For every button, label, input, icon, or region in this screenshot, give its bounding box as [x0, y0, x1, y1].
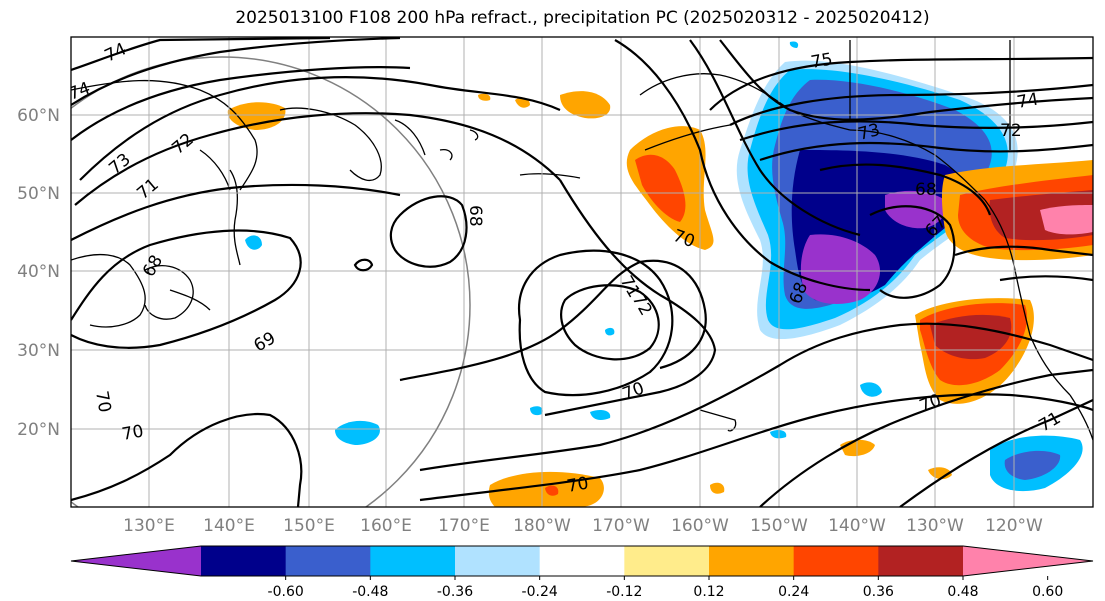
lon-label: 120°W	[985, 516, 1043, 536]
coastlines	[71, 40, 1093, 441]
lon-label: 140°E	[203, 516, 255, 536]
lon-label: 180°W	[513, 516, 571, 536]
lat-label: 40°N	[17, 262, 60, 282]
lon-label: 150°W	[750, 516, 808, 536]
plot-frame	[70, 36, 1094, 508]
lon-label: 170°E	[438, 516, 490, 536]
latitude-labels: 60°N 50°N 40°N 30°N 20°N	[17, 106, 60, 440]
precipitation-fill	[227, 41, 1093, 507]
colorbar-tick-label: 0.36	[863, 584, 894, 600]
lat-label: 60°N	[17, 106, 60, 126]
colorbar-segment	[709, 546, 795, 576]
colorbar-extend-low	[71, 546, 201, 576]
contour-label: 74	[1015, 89, 1040, 112]
colorbar-outline	[70, 545, 1094, 577]
contour-label: 74	[66, 79, 93, 105]
colorbar-tick-label: -0.24	[522, 584, 558, 600]
colorbar-segment	[455, 546, 541, 576]
colorbar-segment	[201, 546, 287, 576]
colorbar: -0.60 -0.48 -0.36 -0.24 -0.12 0.12 0.24 0.36 0.4…	[70, 545, 1094, 600]
lon-label: 170°W	[592, 516, 650, 536]
contour-label: 75	[809, 49, 834, 72]
colorbar-segment	[793, 546, 879, 576]
colorbar-tick-label: 0.60	[1032, 584, 1063, 600]
longitude-labels: 130°E 140°E 150°E 160°E 170°E 180°W 170°…	[123, 516, 1043, 536]
colorbar-tick-label: -0.12	[606, 584, 642, 600]
lon-label: 150°E	[283, 516, 335, 536]
lat-label: 30°N	[17, 341, 60, 361]
colorbar-tick-label: 0.12	[693, 584, 724, 600]
colorbar-segment	[539, 546, 625, 576]
lon-label: 160°E	[360, 516, 412, 536]
refractivity-contours	[71, 37, 1093, 507]
colorbar-segment	[624, 546, 710, 576]
lat-label: 20°N	[17, 420, 60, 440]
colorbar-segment	[285, 546, 371, 576]
lon-label: 140°W	[828, 516, 886, 536]
lon-label: 130°W	[906, 516, 964, 536]
gridlines	[71, 37, 1093, 507]
colorbar-tick-label: 0.48	[947, 584, 978, 600]
range-circle	[71, 56, 471, 507]
colorbar-tick-label: -0.36	[437, 584, 473, 600]
lat-label: 50°N	[17, 184, 60, 204]
colorbar-tick-label: -0.48	[352, 584, 388, 600]
colorbar-extend-high	[963, 546, 1093, 576]
contour-label: 68	[465, 205, 485, 227]
lon-label: 160°W	[671, 516, 729, 536]
contour-label: 70	[91, 389, 114, 414]
contour-label: 72	[1000, 121, 1022, 141]
colorbar-segment	[878, 546, 964, 576]
map-title: 2025013100 F108 200 hPa refract., precip…	[235, 8, 930, 28]
contour-label: 70	[120, 421, 145, 444]
colorbar-tick-label: -0.60	[268, 584, 304, 600]
lon-label: 130°E	[123, 516, 175, 536]
contour-label: 70	[565, 473, 590, 496]
contour-label: 68	[915, 180, 937, 200]
colorbar-segment	[370, 546, 456, 576]
colorbar-tick-label: 0.24	[778, 584, 809, 600]
